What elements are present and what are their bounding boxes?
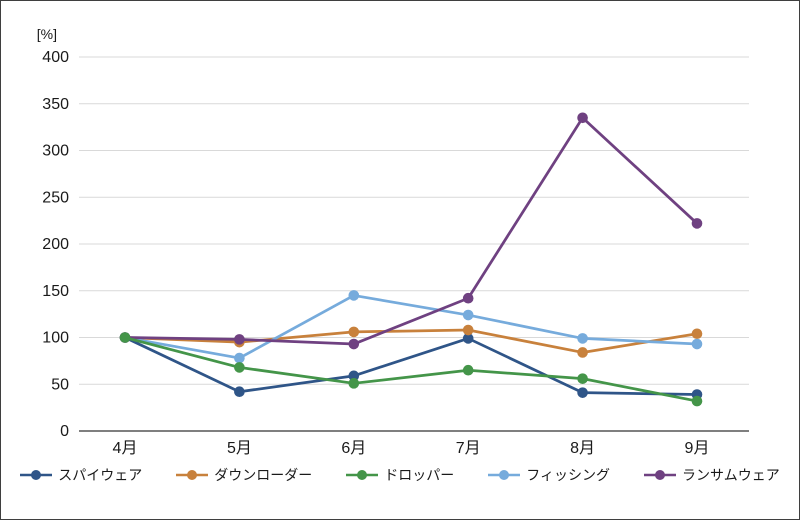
data-point-dropper xyxy=(691,395,703,407)
y-axis-tick-label: 300 xyxy=(42,143,69,160)
chart-legend: スパイウェア ダウンローダー ドロッパー フィッシング ランサムウェア xyxy=(1,465,799,485)
y-axis-tick-label: 400 xyxy=(42,49,69,66)
series-line-downloader xyxy=(123,328,699,354)
y-axis-tick-label: 0 xyxy=(60,423,69,440)
data-point-ransomware xyxy=(691,218,703,229)
y-axis-tick-label: 100 xyxy=(42,330,69,347)
x-axis-label: 5月 xyxy=(227,440,252,457)
legend-item-ransomware: ランサムウェア xyxy=(644,465,780,485)
data-point-dropper xyxy=(119,332,131,343)
legend-marker-icon xyxy=(176,470,209,480)
legend-marker-icon xyxy=(488,470,521,480)
data-point-downloader xyxy=(348,326,360,338)
legend-item-downloader: ダウンローダー xyxy=(176,465,312,485)
data-point-dropper xyxy=(348,378,360,389)
x-axis-label: 7月 xyxy=(456,440,481,457)
legend-label: フィッシング xyxy=(526,467,610,483)
x-axis-label: 4月 xyxy=(113,440,138,457)
legend-item-dropper: ドロッパー xyxy=(346,465,454,485)
data-point-downloader xyxy=(691,328,703,340)
y-axis-tick-label: 250 xyxy=(42,189,69,206)
data-point-downloader xyxy=(577,347,588,358)
data-point-phishing xyxy=(691,338,703,350)
y-axis-tick-labels: 0 50 100 150 200 250 300 350 400 xyxy=(42,49,69,440)
data-point-spyware xyxy=(577,387,588,398)
legend-label: スパイウェア xyxy=(58,467,143,483)
series-line-spyware xyxy=(123,336,699,396)
series-line-ransomware xyxy=(123,116,699,346)
gridlines-group xyxy=(79,56,749,432)
series-line-phishing xyxy=(123,294,699,360)
data-point-dropper xyxy=(577,373,588,384)
x-axis-labels: 4月 5月 6月 7月 8月 9月 xyxy=(113,440,710,457)
legend-label: ドロッパー xyxy=(384,467,455,483)
data-point-ransomware xyxy=(348,338,360,350)
data-point-downloader xyxy=(462,324,474,336)
x-axis-label: 6月 xyxy=(341,440,366,457)
data-point-ransomware xyxy=(462,292,474,304)
y-axis-tick-label: 200 xyxy=(42,236,69,253)
data-point-phishing xyxy=(234,352,245,364)
data-point-phishing xyxy=(462,309,474,321)
y-axis-tick-label: 350 xyxy=(42,96,69,113)
data-point-dropper xyxy=(234,362,245,373)
y-axis-tick-label: 150 xyxy=(42,283,69,300)
data-point-ransomware xyxy=(577,112,588,124)
data-point-phishing xyxy=(577,333,588,344)
series-layer xyxy=(119,112,703,407)
data-point-spyware xyxy=(234,386,245,398)
data-point-spyware xyxy=(348,370,360,382)
legend-marker-icon xyxy=(20,470,53,480)
data-point-ransomware xyxy=(234,334,245,345)
legend-label: ランサムウェア xyxy=(682,467,780,483)
legend-marker-icon xyxy=(644,470,676,480)
series-line-dropper xyxy=(123,336,699,403)
y-axis-unit-label: [%] xyxy=(37,26,57,42)
legend-item-phishing: フィッシング xyxy=(488,465,610,485)
x-axis-label: 9月 xyxy=(685,440,710,457)
data-point-spyware xyxy=(462,333,474,344)
legend-marker-icon xyxy=(346,470,379,480)
x-axis-label: 8月 xyxy=(570,440,595,457)
data-point-phishing xyxy=(348,290,360,301)
legend-label: ダウンローダー xyxy=(214,467,313,483)
legend-item-spyware: スパイウェア xyxy=(20,465,142,485)
y-axis-tick-label: 50 xyxy=(51,376,69,393)
data-point-dropper xyxy=(462,364,474,376)
